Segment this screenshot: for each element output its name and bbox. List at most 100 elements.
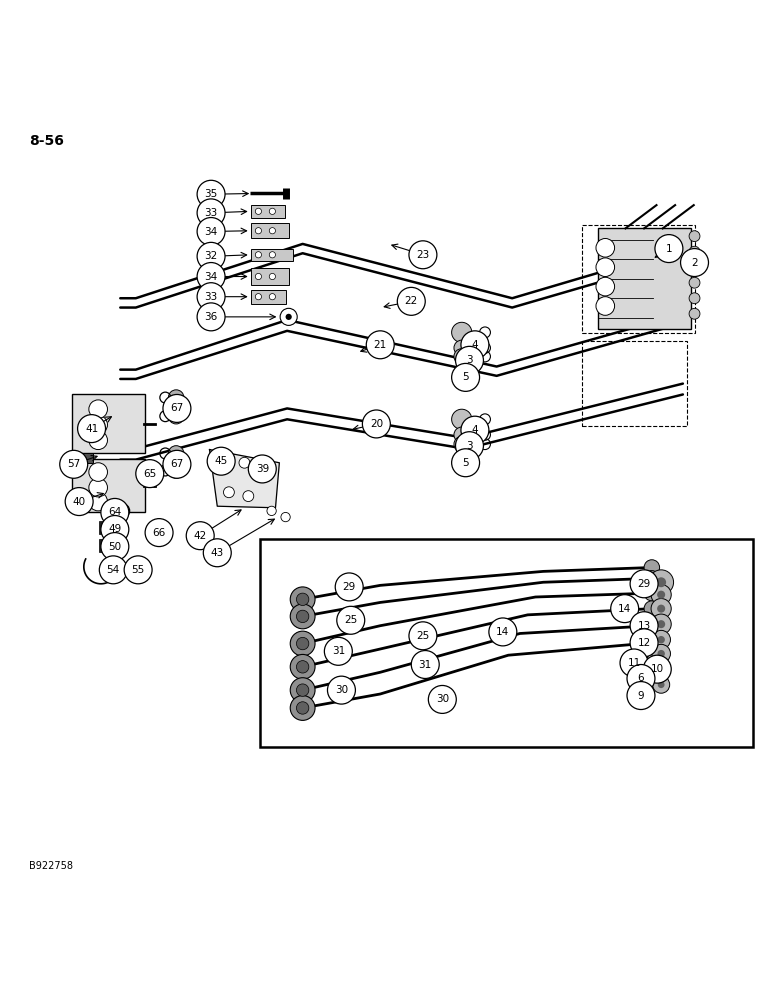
Circle shape [689, 262, 700, 273]
Circle shape [681, 249, 708, 277]
Circle shape [653, 676, 670, 693]
Text: 50: 50 [109, 542, 121, 552]
Circle shape [657, 620, 665, 628]
Circle shape [644, 618, 660, 633]
Text: 1: 1 [666, 244, 672, 254]
Circle shape [652, 644, 670, 663]
Circle shape [136, 460, 164, 488]
Text: 30: 30 [436, 694, 449, 704]
Circle shape [461, 331, 489, 359]
Circle shape [186, 522, 214, 550]
Circle shape [255, 294, 262, 300]
Text: 45: 45 [214, 456, 228, 466]
Circle shape [461, 416, 489, 444]
Circle shape [657, 636, 665, 643]
Text: 65: 65 [143, 469, 157, 479]
Text: 25: 25 [344, 615, 358, 625]
Bar [260, 539, 753, 747]
Circle shape [644, 585, 660, 601]
Circle shape [397, 287, 425, 315]
Circle shape [630, 570, 658, 598]
Text: 29: 29 [342, 582, 356, 592]
Circle shape [168, 463, 184, 478]
Text: 64: 64 [108, 507, 122, 517]
Circle shape [689, 231, 700, 242]
Circle shape [657, 591, 665, 599]
Circle shape [689, 293, 700, 304]
Circle shape [88, 492, 107, 511]
Text: 57: 57 [67, 459, 81, 469]
Text: 6: 6 [638, 673, 644, 683]
Bar [582, 225, 695, 333]
Circle shape [327, 676, 355, 704]
Circle shape [411, 651, 439, 678]
Text: 39: 39 [255, 464, 269, 474]
Circle shape [296, 593, 309, 606]
Text: 43: 43 [210, 548, 224, 558]
Circle shape [269, 252, 275, 258]
Bar [251, 249, 293, 261]
Bar [251, 290, 286, 304]
Circle shape [652, 660, 670, 678]
Text: B922758: B922758 [29, 861, 74, 871]
Circle shape [456, 346, 483, 374]
Bar [251, 268, 289, 285]
Text: 4: 4 [472, 425, 478, 435]
Circle shape [290, 696, 315, 720]
Circle shape [630, 629, 658, 657]
Circle shape [651, 614, 671, 634]
Circle shape [644, 571, 660, 586]
Circle shape [197, 199, 225, 227]
Circle shape [248, 455, 276, 483]
Circle shape [101, 498, 129, 526]
Circle shape [452, 322, 472, 342]
Text: 66: 66 [152, 528, 166, 538]
Circle shape [611, 595, 639, 623]
Circle shape [452, 449, 480, 477]
Circle shape [269, 294, 275, 300]
Circle shape [239, 457, 250, 468]
Circle shape [197, 303, 225, 331]
Circle shape [88, 431, 107, 450]
Circle shape [296, 610, 309, 623]
Circle shape [269, 228, 275, 234]
Circle shape [88, 478, 107, 497]
Circle shape [689, 308, 700, 319]
Polygon shape [210, 450, 279, 508]
Circle shape [362, 410, 390, 438]
Circle shape [428, 685, 456, 713]
Circle shape [454, 427, 469, 443]
Circle shape [101, 516, 129, 543]
Circle shape [197, 180, 225, 208]
Circle shape [163, 450, 191, 478]
Text: 10: 10 [651, 664, 663, 674]
Circle shape [290, 587, 315, 612]
Circle shape [197, 263, 225, 290]
Text: 40: 40 [73, 497, 85, 507]
Circle shape [454, 349, 469, 364]
Circle shape [269, 208, 275, 214]
Text: 14: 14 [496, 627, 510, 637]
Text: 29: 29 [637, 579, 651, 589]
Circle shape [65, 488, 93, 516]
Circle shape [290, 678, 315, 703]
Circle shape [163, 394, 191, 422]
Text: 34: 34 [204, 227, 218, 237]
Circle shape [168, 408, 184, 424]
Circle shape [220, 452, 230, 463]
Circle shape [60, 450, 88, 478]
Circle shape [255, 208, 262, 214]
Circle shape [651, 585, 671, 605]
Text: 13: 13 [637, 621, 651, 631]
Circle shape [657, 605, 665, 613]
Circle shape [290, 604, 315, 629]
Text: 33: 33 [204, 292, 218, 302]
Text: 67: 67 [170, 403, 184, 413]
Circle shape [168, 446, 184, 461]
Circle shape [596, 258, 615, 277]
Text: 3: 3 [466, 441, 473, 451]
Circle shape [627, 682, 655, 710]
Circle shape [267, 506, 276, 516]
Circle shape [203, 539, 231, 567]
Text: 36: 36 [204, 312, 218, 322]
